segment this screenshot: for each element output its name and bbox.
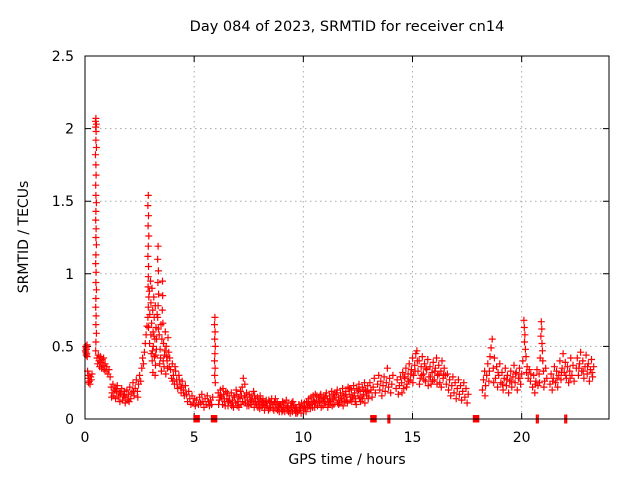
x-tick-label: 5 xyxy=(190,430,199,446)
y-tick-label: 0 xyxy=(65,412,74,428)
plot-border xyxy=(84,55,610,420)
y-tick-label: 2 xyxy=(65,122,74,138)
y-tick-labels: 0 0.5 1 1.5 2 2.5 xyxy=(52,49,74,428)
y-tick-label: 0.5 xyxy=(52,339,74,355)
x-tick-label: 10 xyxy=(294,430,312,446)
x-tick-label: 20 xyxy=(513,430,531,446)
chart-title: Day 084 of 2023, SRMTID for receiver cn1… xyxy=(190,19,505,35)
x-axis-label: GPS time / hours xyxy=(288,452,405,468)
y-tick-label: 1.5 xyxy=(52,194,74,210)
y-axis-label: SRMTID / TECUs xyxy=(16,181,32,294)
data-points xyxy=(81,114,598,417)
scatter-plus-markers xyxy=(81,114,598,417)
grid-lines xyxy=(85,56,609,419)
y-tick-label: 2.5 xyxy=(52,49,74,65)
x-tick-label: 0 xyxy=(81,430,90,446)
x-tick-label: 15 xyxy=(404,430,422,446)
y-tick-label: 1 xyxy=(65,267,74,283)
x-tick-labels: 0 5 10 15 20 xyxy=(81,430,531,446)
